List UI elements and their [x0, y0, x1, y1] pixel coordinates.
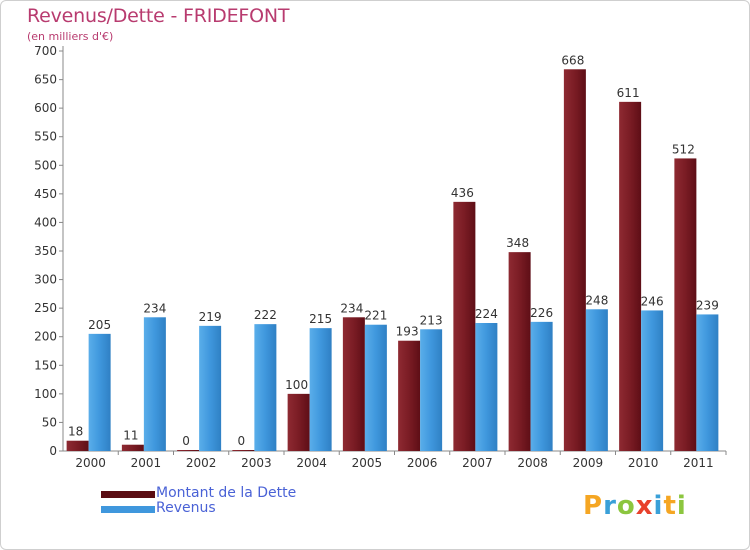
data-label-revenus: 234	[143, 301, 166, 315]
data-label-revenus: 222	[254, 308, 277, 322]
bar-revenus	[199, 325, 222, 451]
bar-revenus	[696, 314, 719, 451]
x-tick-label: 2000	[75, 456, 106, 470]
legend-label-dette: Montant de la Dette	[156, 485, 297, 501]
x-tick-label: 2001	[131, 456, 162, 470]
data-label-dette: 0	[238, 434, 246, 448]
y-tick-label: 50	[42, 415, 57, 429]
x-tick-label: 2008	[517, 456, 548, 470]
data-label-dette: 348	[506, 236, 529, 250]
data-label-dette: 234	[340, 301, 363, 315]
legend-swatch-revenus	[101, 506, 155, 513]
data-label-dette: 100	[285, 378, 308, 392]
y-tick-label: 350	[34, 244, 57, 258]
x-tick-label: 2006	[407, 456, 438, 470]
data-label-dette: 18	[68, 425, 83, 439]
data-label-dette: 0	[182, 434, 190, 448]
bar-revenus	[309, 328, 332, 451]
x-tick-label: 2005	[352, 456, 383, 470]
data-label-revenus: 213	[420, 313, 443, 327]
y-tick-label: 150	[34, 358, 57, 372]
bar-dette	[232, 450, 255, 451]
legend-label-revenus: Revenus	[156, 500, 216, 516]
data-label-revenus: 246	[641, 294, 664, 308]
data-label-dette: 611	[617, 86, 640, 100]
x-tick-label: 2011	[683, 456, 714, 470]
y-tick-label: 300	[34, 273, 57, 287]
bar-dette	[619, 101, 642, 451]
bar-revenus	[364, 324, 387, 451]
bar-revenus	[143, 317, 166, 451]
bar-dette	[342, 317, 365, 451]
data-label-dette: 11	[123, 429, 138, 443]
bar-revenus	[88, 333, 111, 451]
y-tick-label: 550	[34, 130, 57, 144]
bar-dette	[66, 440, 89, 451]
bar-dette	[453, 201, 476, 451]
bar-revenus	[475, 323, 498, 451]
y-tick-label: 450	[34, 187, 57, 201]
x-tick-label: 2010	[628, 456, 659, 470]
y-tick-label: 400	[34, 215, 57, 229]
bar-revenus	[530, 321, 553, 451]
data-label-revenus: 215	[309, 312, 332, 326]
x-tick-label: 2003	[241, 456, 272, 470]
bar-dette	[287, 393, 310, 451]
x-tick-label: 2009	[573, 456, 604, 470]
bar-dette	[177, 450, 200, 451]
y-tick-label: 500	[34, 158, 57, 172]
bar-dette	[121, 444, 144, 451]
data-label-revenus: 239	[696, 298, 719, 312]
bar-dette	[508, 252, 531, 451]
y-tick-label: 0	[49, 444, 57, 458]
x-tick-label: 2007	[462, 456, 493, 470]
bar-revenus	[641, 310, 664, 451]
bar-revenus	[585, 309, 608, 451]
chart-title: Revenus/Dette - FRIDEFONT	[27, 5, 290, 27]
bar-revenus	[254, 324, 277, 451]
y-tick-label: 650	[34, 73, 57, 87]
data-label-revenus: 248	[585, 293, 608, 307]
bar-dette	[674, 158, 697, 451]
data-label-revenus: 221	[364, 309, 387, 323]
y-tick-label: 200	[34, 330, 57, 344]
data-label-dette: 668	[561, 53, 584, 67]
y-tick-label: 600	[34, 101, 57, 115]
data-label-dette: 512	[672, 142, 695, 156]
x-tick-label: 2002	[186, 456, 217, 470]
legend-swatch-dette	[101, 491, 155, 498]
proxiti-logo: Proxiti	[583, 491, 687, 521]
x-tick-label: 2004	[296, 456, 327, 470]
data-label-dette: 193	[396, 325, 419, 339]
data-label-revenus: 219	[199, 310, 222, 324]
chart-subtitle: (en milliers d'€)	[27, 30, 114, 43]
y-tick-label: 250	[34, 301, 57, 315]
bar-dette	[563, 69, 586, 452]
bar-revenus	[420, 329, 443, 451]
data-label-dette: 436	[451, 186, 474, 200]
y-tick-label: 100	[34, 387, 57, 401]
data-label-revenus: 205	[88, 318, 111, 332]
data-label-revenus: 226	[530, 306, 553, 320]
data-label-revenus: 224	[475, 307, 498, 321]
bar-dette	[398, 340, 421, 451]
y-tick-label: 700	[34, 44, 57, 58]
